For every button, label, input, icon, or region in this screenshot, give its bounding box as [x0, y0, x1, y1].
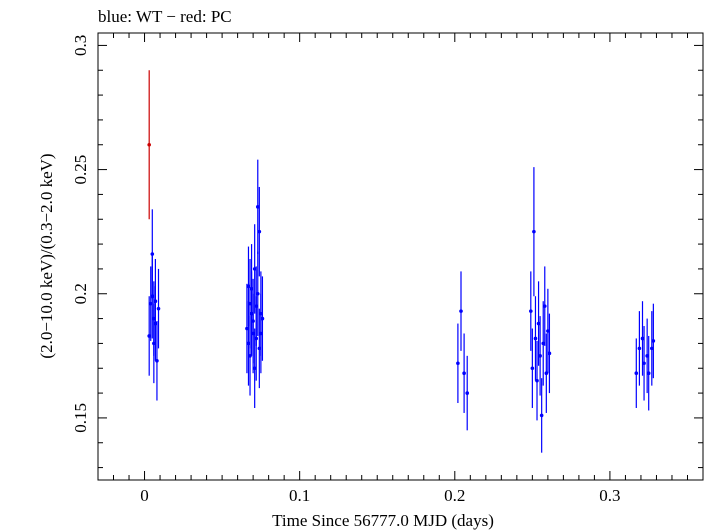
data-point [546, 329, 550, 333]
data-point [155, 359, 159, 363]
data-point [148, 301, 153, 306]
data-point [249, 286, 254, 291]
x-tick-label: 0.3 [599, 486, 620, 505]
x-tick-label: 0 [140, 486, 149, 505]
data-point [539, 413, 544, 418]
data-point [153, 321, 158, 326]
data-point [465, 391, 470, 395]
data-point [248, 354, 252, 358]
data-point [259, 331, 263, 336]
data-point [459, 309, 463, 313]
data-point [533, 336, 538, 341]
y-tick-label: 0.15 [71, 403, 90, 433]
data-point [645, 354, 649, 358]
x-tick-label: 0.1 [289, 486, 310, 505]
data-point [535, 378, 539, 383]
data-point [147, 334, 151, 338]
data-point [150, 294, 155, 299]
data-point [532, 229, 536, 234]
data-point [547, 351, 552, 356]
data-point [541, 341, 546, 346]
data-series [147, 70, 656, 453]
chart-title: blue: WT − red: PC [98, 7, 232, 26]
data-point [152, 341, 156, 346]
data-point [254, 304, 259, 308]
data-point [246, 341, 251, 346]
data-point [245, 326, 249, 331]
data-point [650, 346, 654, 351]
data-point [530, 366, 535, 371]
y-tick-label: 0.2 [71, 283, 90, 304]
data-point [246, 284, 251, 289]
plot-frame [97, 32, 704, 481]
data-point [651, 339, 656, 343]
data-point [248, 301, 252, 306]
data-point [257, 346, 262, 351]
data-point [542, 304, 547, 308]
data-point [252, 366, 257, 371]
data-point [255, 291, 260, 296]
data-point [147, 142, 151, 147]
data-point [255, 205, 260, 209]
data-point [529, 309, 533, 313]
data-point [646, 371, 651, 376]
data-point [257, 229, 262, 234]
x-axis: 0 0.1 0.2 0.3 [113, 33, 688, 505]
y-tick-label: 0.25 [71, 155, 90, 185]
data-point [640, 336, 645, 341]
data-point [251, 319, 255, 323]
data-point [642, 361, 646, 366]
data-point [456, 361, 460, 366]
data-point [538, 354, 542, 358]
data-point [637, 346, 642, 351]
series-1 [147, 70, 151, 220]
x-axis-label: Time Since 56777.0 MJD (days) [272, 511, 494, 530]
y-axis-label: (2.0−10.0 keV)/(0.3−2.0 keV) [37, 153, 56, 358]
data-point [252, 267, 257, 271]
data-point [260, 316, 265, 321]
data-point [544, 371, 549, 376]
series-0 [147, 159, 656, 453]
data-point [462, 371, 466, 376]
data-point [536, 321, 541, 326]
y-tick-label: 0.3 [71, 35, 90, 56]
x-tick-label: 0.2 [444, 486, 465, 505]
data-point [156, 306, 161, 311]
data-point [634, 371, 639, 376]
y-axis: 0.15 0.2 0.25 0.3 [71, 35, 703, 469]
